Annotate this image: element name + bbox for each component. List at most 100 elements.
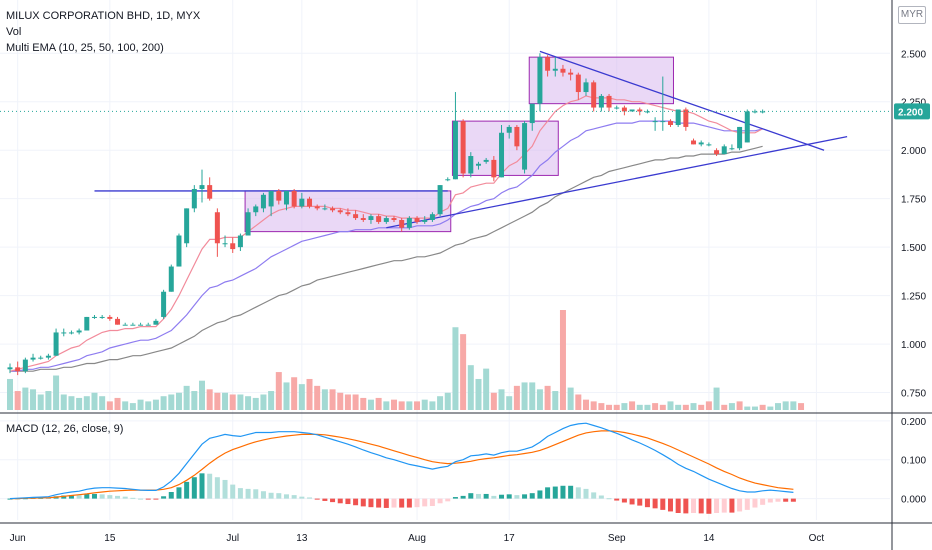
volume-bar [567, 387, 574, 410]
macd-histogram-bar [760, 498, 766, 505]
macd-histogram-bar [122, 496, 128, 499]
volume-bar [245, 396, 252, 410]
volume-bar [152, 399, 159, 410]
candle-body [383, 218, 389, 222]
trendline [386, 135, 848, 229]
volume-bar [429, 401, 436, 410]
volume-bar [483, 368, 490, 410]
volume-bar [22, 387, 29, 410]
time-tick-label: Sep [608, 533, 626, 544]
candle-body [760, 111, 766, 113]
macd-histogram-bar [744, 498, 750, 510]
volume-bar [275, 372, 282, 410]
macd-histogram-bar [437, 498, 443, 504]
macd-histogram-bar [460, 495, 466, 499]
candle-body [76, 330, 82, 333]
candle-body [414, 218, 420, 222]
macd-histogram-bar [514, 495, 520, 499]
candle-body [214, 212, 220, 244]
macd-histogram-bar [61, 495, 67, 499]
volume-bar [375, 397, 382, 410]
volume-bar [175, 392, 182, 410]
ema-25-line [10, 120, 763, 372]
candle-body [330, 208, 336, 211]
volume-bar [7, 378, 13, 410]
macd-histogram-bar [652, 498, 658, 509]
macd-histogram-bar [214, 477, 220, 499]
volume-bar [129, 403, 136, 410]
macd-histogram-bar [698, 498, 704, 514]
volume-bar [283, 382, 290, 410]
macd-histogram-bar [483, 493, 489, 499]
volume-bar [590, 401, 597, 410]
macd-histogram-bar [568, 485, 574, 499]
macd-histogram-bar [237, 488, 243, 499]
macd-histogram-bar [445, 498, 451, 502]
macd-histogram-bar [168, 492, 174, 499]
candle-body [545, 57, 551, 71]
macd-histogram-bar [107, 495, 113, 499]
volume-bar [759, 404, 766, 410]
candle-body [691, 140, 697, 145]
candle-body [184, 208, 190, 244]
macd-histogram-bar [414, 498, 420, 508]
macd-histogram-bar [737, 498, 743, 512]
volume-bar [114, 397, 121, 410]
price-tick-label: 1.750 [901, 195, 926, 206]
symbol-title: MILUX CORPORATION BHD, 1D, MYX [6, 10, 201, 22]
macd-histogram-bar [783, 498, 789, 502]
candle-body [45, 355, 51, 358]
volume-bar [268, 391, 275, 410]
candle-body [322, 208, 328, 210]
macd-histogram-bar [691, 498, 697, 513]
volume-bar [191, 391, 198, 410]
volume-bar [391, 399, 397, 410]
macd-histogram-bar [68, 495, 74, 499]
currency-badge[interactable]: MYR [898, 6, 926, 24]
macd-histogram-bar [191, 477, 197, 499]
candle-body [22, 359, 28, 372]
candle-body [452, 121, 458, 180]
candle-body [629, 109, 635, 112]
time-tick-label: Aug [408, 533, 426, 544]
volume-bar [45, 391, 52, 410]
price-tick-label: 2.250 [901, 98, 926, 109]
grid-lines [0, 0, 890, 520]
volume-bar [506, 396, 513, 410]
candle-body [91, 316, 97, 318]
macd-histogram-bar [184, 481, 190, 499]
volume-bar [344, 394, 351, 410]
candle-body [107, 316, 113, 319]
candle-body [276, 190, 282, 201]
candle-body [353, 214, 359, 219]
macd-histogram-bar [230, 484, 236, 499]
macd-histogram-bar [752, 498, 758, 508]
time-tick-label: 13 [296, 533, 308, 544]
volume-bar [513, 385, 520, 410]
candle-body [437, 185, 443, 215]
volume-bar [298, 384, 305, 410]
candle-body [522, 123, 528, 170]
volume-bar [736, 401, 743, 410]
candle-body [737, 126, 743, 149]
macd-histogram-bar [199, 473, 205, 499]
volume-bar [168, 394, 175, 410]
price-tick-label: 1.000 [901, 340, 926, 351]
macd-histogram-bar [790, 498, 796, 502]
volume-bar [206, 389, 213, 410]
macd-histogram-bar [529, 493, 535, 499]
candle-body [153, 320, 159, 325]
candle-body [53, 332, 59, 356]
volume-bar [352, 394, 359, 410]
candle-body [368, 216, 374, 220]
candle-body [230, 243, 236, 250]
candle-body [168, 266, 174, 292]
volume-bar [767, 406, 774, 410]
candle-body [529, 103, 535, 124]
candle-body [483, 159, 489, 162]
candle-body [222, 243, 228, 245]
macd-histogram-bar [283, 494, 289, 499]
candle-body [260, 194, 266, 209]
price-tick-label: 1.500 [901, 243, 926, 254]
